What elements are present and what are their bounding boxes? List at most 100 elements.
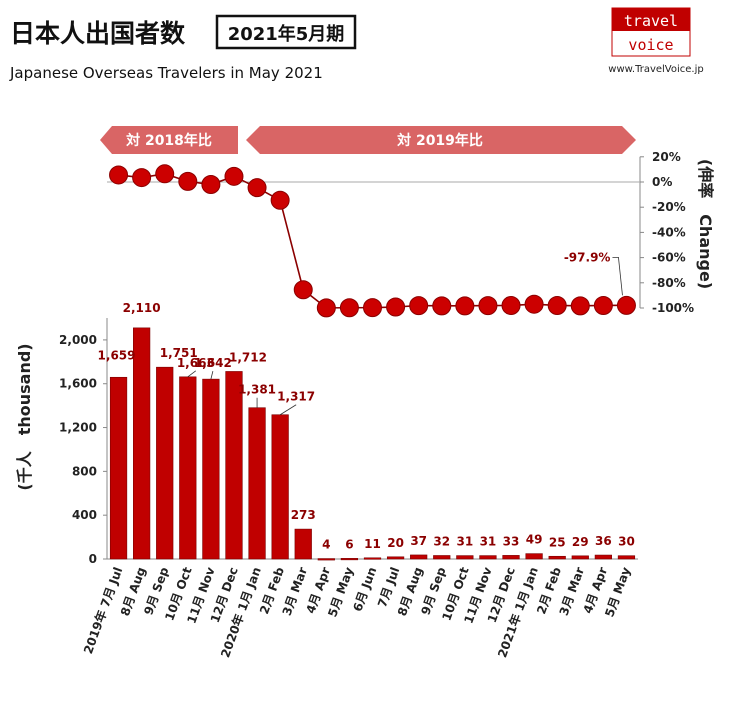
bar (202, 378, 220, 560)
bar-data-label: 1,642 (194, 356, 232, 370)
bar-y-tick-label: 1,200 (59, 421, 97, 435)
logo-line1: travel (624, 12, 678, 30)
change-marker (593, 295, 613, 315)
data-label-leader (210, 371, 214, 380)
line-y-tick-label: -80% (652, 276, 686, 290)
bar-y-tick-label: 1,600 (59, 377, 97, 391)
banner-2018: 対 2018年比 (125, 132, 212, 149)
bar-data-label: 37 (410, 534, 427, 548)
bar (271, 414, 289, 560)
line-y-tick-label: -20% (652, 200, 686, 214)
period-label: 2021年5月期 (228, 23, 345, 45)
change-marker (524, 294, 544, 314)
banner-2019-shape (246, 126, 636, 154)
change-marker (247, 178, 267, 198)
data-label-leader (187, 370, 197, 378)
bar-data-label: 33 (503, 534, 520, 548)
change-marker (316, 298, 336, 318)
change-marker (386, 297, 406, 317)
change-marker (155, 164, 175, 184)
bar-data-label: 1,663 (177, 356, 215, 370)
bar (617, 555, 636, 560)
change-marker (132, 168, 152, 188)
bar (179, 376, 197, 560)
change-marker (478, 296, 498, 316)
change-marker (432, 296, 452, 316)
subtitle: Japanese Overseas Travelers in May 2021 (9, 64, 323, 82)
bar-data-label: 1,751 (160, 346, 198, 360)
bar-data-label: 4 (322, 538, 330, 552)
change-marker (339, 298, 359, 318)
line-series: -97.9% (109, 164, 636, 318)
change-marker (570, 296, 590, 316)
bar (594, 554, 612, 560)
bar (133, 327, 151, 560)
bar (317, 558, 335, 561)
bar-data-label: 1,659 (98, 348, 136, 362)
bar (433, 555, 451, 560)
banner-2019: 対 2019年比 (396, 132, 483, 149)
bar-data-label: 31 (480, 535, 497, 549)
bar-data-label: 30 (618, 535, 635, 549)
bar-y-tick-label: 2,000 (59, 333, 97, 347)
logo-line2: voice (628, 36, 673, 54)
line-ylabel: (伸率 Change) (696, 159, 715, 289)
line-chart-axis: 20% 0% -20% -40% -60% -80% -100% (107, 150, 694, 315)
change-marker (501, 295, 521, 315)
bar (294, 528, 312, 560)
bar-data-label: 6 (345, 537, 353, 551)
bar (571, 555, 589, 560)
change-marker (455, 296, 475, 316)
bar-ylabel: (千人 thousand) (15, 343, 34, 490)
bar (502, 555, 520, 560)
bar-data-label: 1,381 (238, 383, 276, 397)
line-y-tick-label: -60% (652, 251, 686, 265)
bar (109, 376, 128, 560)
bar (248, 407, 266, 560)
data-label-leader (279, 404, 297, 416)
change-marker (178, 171, 198, 191)
change-marker (201, 175, 221, 195)
travelvoice-logo: travel voice (611, 7, 691, 57)
bar-y-tick-label: 0 (89, 552, 97, 566)
line-y-tick-label: -100% (652, 301, 694, 315)
bar (525, 553, 543, 560)
bar-data-label: 31 (456, 535, 473, 549)
change-marker (616, 295, 636, 315)
banner-2018-shape (100, 126, 238, 154)
bar-data-label: 36 (595, 534, 612, 548)
bar (156, 366, 174, 560)
change-marker (363, 298, 382, 318)
bar-data-label: 49 (526, 533, 543, 547)
bar (386, 556, 405, 560)
title-jp: 日本人出国者数 (10, 19, 186, 48)
bar (410, 554, 428, 560)
change-marker (109, 165, 129, 185)
bar-data-label: 29 (572, 535, 589, 549)
bar-data-label: 25 (549, 535, 566, 549)
bar-data-label: 20 (387, 536, 404, 550)
bar (363, 557, 382, 560)
line-y-tick-label: 20% (652, 150, 681, 164)
bar-data-label: 2,110 (123, 301, 161, 315)
annotation-leader (612, 256, 623, 296)
bar-data-label: 11 (364, 537, 381, 551)
bar-data-label: 32 (433, 534, 450, 548)
bar (456, 555, 474, 560)
change-marker (293, 280, 313, 300)
bar (340, 558, 359, 561)
bar (548, 555, 566, 560)
last-change-annotation: -97.9% (564, 250, 611, 264)
bar-data-label: 1,712 (229, 350, 267, 364)
change-marker (224, 166, 244, 186)
bar-y-tick-label: 800 (72, 464, 97, 478)
bar-data-label: 273 (291, 508, 316, 522)
period-box (215, 14, 357, 50)
bar (479, 555, 497, 560)
change-line (118, 172, 627, 309)
bar-data-label: 1,317 (277, 390, 315, 404)
line-y-tick-label: -40% (652, 225, 686, 239)
